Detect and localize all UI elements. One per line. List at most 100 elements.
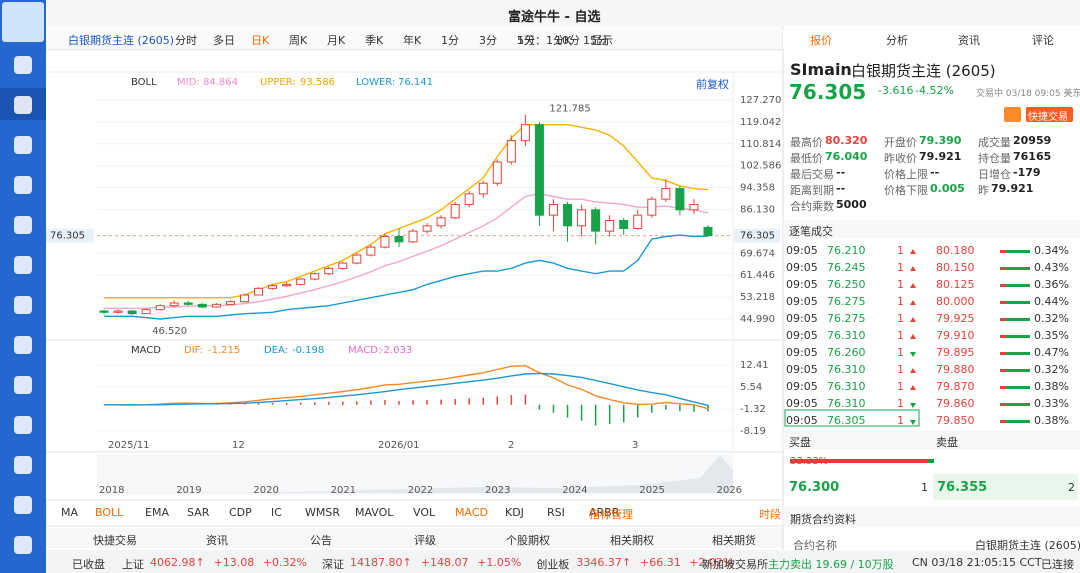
symbol: SImain: [790, 60, 852, 79]
session-tab[interactable]: 时段: [759, 508, 781, 521]
bottom-tab[interactable]: 相关期权: [610, 534, 654, 547]
depth-bar: [1000, 318, 1030, 321]
depth-bar: [1000, 267, 1030, 270]
lower-value: 76.141: [398, 77, 433, 88]
stat-value: 76165: [1013, 150, 1052, 163]
period-tab[interactable]: 10分: [555, 34, 580, 47]
nav-icon[interactable]: [14, 496, 32, 514]
overview-year: 2018: [99, 485, 124, 496]
quote-tab[interactable]: 资讯: [958, 34, 980, 47]
indicator-tab[interactable]: MAVOL: [355, 506, 394, 519]
period-tab[interactable]: 1分: [441, 34, 459, 47]
nav-icon[interactable]: [14, 256, 32, 274]
adjust-mode[interactable]: 前复权: [696, 78, 729, 91]
indicator-tab[interactable]: MA: [61, 506, 79, 519]
nav-icon[interactable]: [14, 96, 32, 114]
period-tab[interactable]: 日K: [251, 34, 270, 47]
index-pct: +0.32%: [262, 556, 307, 569]
dea-label: DEA:: [264, 345, 289, 356]
stat-value: --: [930, 166, 940, 179]
toolbar: [46, 26, 783, 50]
trade-direction: [910, 300, 916, 305]
bottom-tab[interactable]: 相关期货: [712, 534, 756, 547]
nav-icon[interactable]: [14, 456, 32, 474]
stat-label: 最高价: [790, 136, 823, 149]
nav-icon[interactable]: [14, 536, 32, 554]
bottom-tab[interactable]: 快捷交易: [93, 534, 137, 547]
period-tab[interactable]: 5分: [517, 34, 535, 47]
depth-bar: [1000, 352, 1030, 355]
depth-bar: [1000, 250, 1006, 253]
indicator-tab[interactable]: EMA: [145, 506, 169, 519]
nav-icon[interactable]: [14, 336, 32, 354]
nav-icon[interactable]: [14, 136, 32, 154]
overview-year: 2025: [639, 485, 664, 496]
trade-direction: [910, 317, 916, 322]
bottom-tab[interactable]: 公告: [310, 534, 332, 547]
trade-direction: [910, 403, 916, 408]
trade-price: 76.305: [827, 414, 866, 427]
bid-pct: 33.33%: [790, 456, 829, 467]
nav-icon[interactable]: [14, 176, 32, 194]
quote-tab[interactable]: 分析: [886, 34, 908, 47]
candle-body: [211, 303, 221, 308]
period-tab[interactable]: 分时: [175, 34, 197, 47]
display-menu[interactable]: 显示: [591, 34, 613, 47]
nav-icon[interactable]: [14, 56, 32, 74]
trade-time: 09:05: [786, 397, 818, 410]
bottom-tab[interactable]: 个股期权: [506, 534, 550, 547]
bottom-tab[interactable]: 评级: [414, 534, 436, 547]
indicator-tab[interactable]: BOLL: [95, 506, 124, 519]
overview-year: 2024: [562, 485, 587, 496]
candle-body: [282, 283, 292, 287]
quick-trade[interactable]: 快捷交易: [1028, 112, 1068, 123]
bell-icon[interactable]: [1004, 107, 1021, 122]
indicator-tab[interactable]: ARBR: [589, 506, 620, 519]
nav-icon[interactable]: [14, 296, 32, 314]
macd-tick-label: -8.19: [740, 426, 766, 437]
lower-label: LOWER:: [356, 77, 396, 88]
indicator-manage[interactable]: 指标管理: [589, 508, 633, 521]
indicator-tab[interactable]: VOL: [413, 506, 436, 519]
indicator-tab[interactable]: SAR: [187, 506, 210, 519]
period-tab[interactable]: 3分: [479, 34, 497, 47]
indicator-tab[interactable]: RSI: [547, 506, 565, 519]
nav-icon[interactable]: [14, 416, 32, 434]
last-price-label: 76.305: [740, 231, 775, 242]
period-tab[interactable]: 月K: [327, 34, 346, 47]
depth-bar: [1000, 386, 1030, 389]
nav-icon[interactable]: [14, 376, 32, 394]
indicator-tab[interactable]: MACD: [455, 506, 488, 519]
last-price-label: 76.305: [50, 231, 85, 242]
section-header: [783, 430, 1080, 450]
candle-body: [436, 217, 446, 227]
period-tab[interactable]: 周K: [289, 34, 308, 47]
trade-button-bg[interactable]: [1026, 107, 1073, 122]
indicator-tab[interactable]: IC: [271, 506, 282, 519]
price-change: -3.616: [878, 84, 914, 97]
nav-icon[interactable]: [14, 216, 32, 234]
period-tab[interactable]: 多日: [213, 34, 235, 47]
trade-price: 76.260: [827, 346, 866, 359]
low-annotation: 46.520: [152, 326, 187, 337]
indicator-tab[interactable]: CDP: [229, 506, 252, 519]
range-select[interactable]: 1天：1分K: [517, 34, 572, 47]
bottom-tab[interactable]: 资讯: [206, 534, 228, 547]
depth-price: 79.870: [936, 380, 975, 393]
bid-bar: [790, 459, 928, 463]
quote-tab[interactable]: 报价: [810, 34, 832, 47]
indicator-tab[interactable]: WMSR: [305, 506, 340, 519]
candle-body: [324, 267, 334, 275]
y-tick-label: 119.042: [740, 117, 781, 128]
period-tab[interactable]: 15分: [583, 34, 608, 47]
indicator-tab[interactable]: KDJ: [505, 506, 524, 519]
trade-direction: [910, 352, 916, 357]
period-tab[interactable]: 季K: [365, 34, 384, 47]
quote-tab[interactable]: 评论: [1032, 34, 1054, 47]
title-bar: [46, 0, 1080, 26]
field-label: 合约名称: [793, 539, 837, 552]
depth-pct: 0.36%: [1034, 278, 1069, 291]
depth-bar: [1000, 369, 1030, 372]
stat-value: --: [836, 166, 846, 179]
period-tab[interactable]: 年K: [403, 34, 422, 47]
